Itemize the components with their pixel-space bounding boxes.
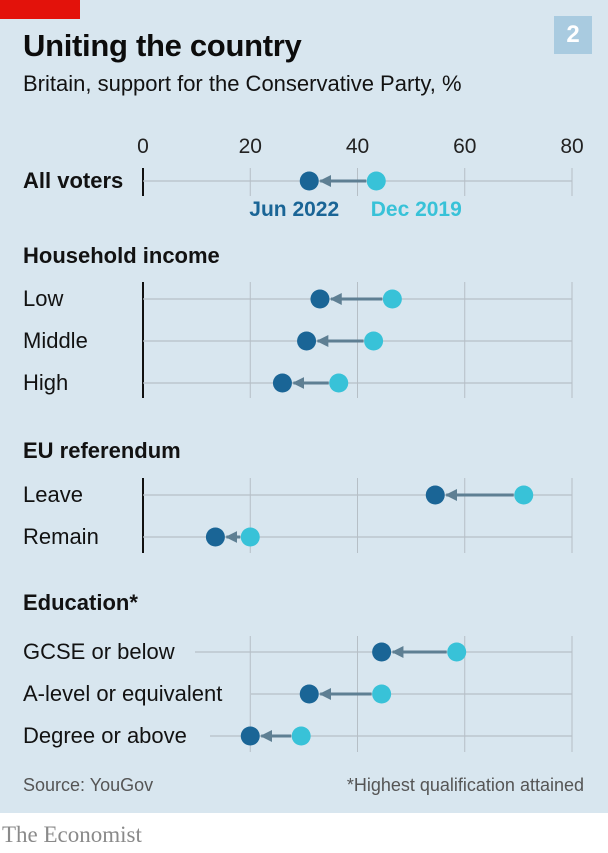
- x-tick-label-2: 40: [346, 135, 369, 158]
- brand-wordmark: The Economist: [2, 822, 142, 847]
- chart-number-badge: 2: [554, 16, 592, 54]
- point-jun-2022: [272, 373, 292, 393]
- point-dec-2019: [447, 642, 467, 662]
- row-label: All voters: [23, 168, 123, 193]
- row-label: GCSE or below: [23, 639, 175, 664]
- x-axis: 0 20 40 60 80: [137, 135, 584, 158]
- chart-panel: [0, 0, 608, 813]
- point-dec-2019: [364, 331, 384, 351]
- point-jun-2022: [205, 527, 225, 547]
- row-label: Middle: [23, 328, 88, 353]
- point-dec-2019: [366, 171, 386, 191]
- group-title-1: Household income: [23, 243, 220, 268]
- point-dec-2019: [329, 373, 349, 393]
- source-note: Source: YouGov: [23, 775, 154, 795]
- brand-red-tag: [0, 0, 80, 19]
- point-jun-2022: [297, 331, 317, 351]
- row-label: Degree or above: [23, 723, 187, 748]
- row-label: High: [23, 370, 68, 395]
- point-jun-2022: [299, 684, 319, 704]
- row-label: Remain: [23, 524, 99, 549]
- point-dec-2019: [291, 726, 311, 746]
- point-jun-2022: [240, 726, 260, 746]
- x-tick-label-3: 60: [453, 135, 476, 158]
- x-tick-label-0: 0: [137, 135, 149, 158]
- footnote: *Highest qualification attained: [346, 775, 584, 795]
- point-dec-2019: [382, 289, 402, 309]
- group-title-3: Education*: [23, 590, 138, 615]
- point-jun-2022: [310, 289, 330, 309]
- point-jun-2022: [425, 485, 445, 505]
- row-label: Low: [23, 286, 63, 311]
- point-dec-2019: [372, 684, 392, 704]
- point-jun-2022: [372, 642, 392, 662]
- row-label: A-level or equivalent: [23, 681, 222, 706]
- point-dec-2019: [514, 485, 534, 505]
- dot-arrow-chart: 0 20 40 60 80 All voters Jun 2022 Dec 2019 Hous…: [23, 135, 584, 752]
- point-jun-2022: [299, 171, 319, 191]
- point-dec-2019: [240, 527, 260, 547]
- legend-label-dec-2019: Dec 2019: [371, 198, 462, 221]
- row-label: Leave: [23, 482, 83, 507]
- x-tick-label-1: 20: [239, 135, 262, 158]
- legend-label-jun-2022: Jun 2022: [249, 198, 339, 221]
- x-tick-label-4: 80: [560, 135, 583, 158]
- chart-subtitle: Britain, support for the Conservative Pa…: [23, 71, 462, 96]
- chart-rows: All voters Jun 2022 Dec 2019 Household inco…: [23, 168, 534, 748]
- chart-title: Uniting the country: [23, 28, 302, 63]
- group-title-2: EU referendum: [23, 438, 181, 463]
